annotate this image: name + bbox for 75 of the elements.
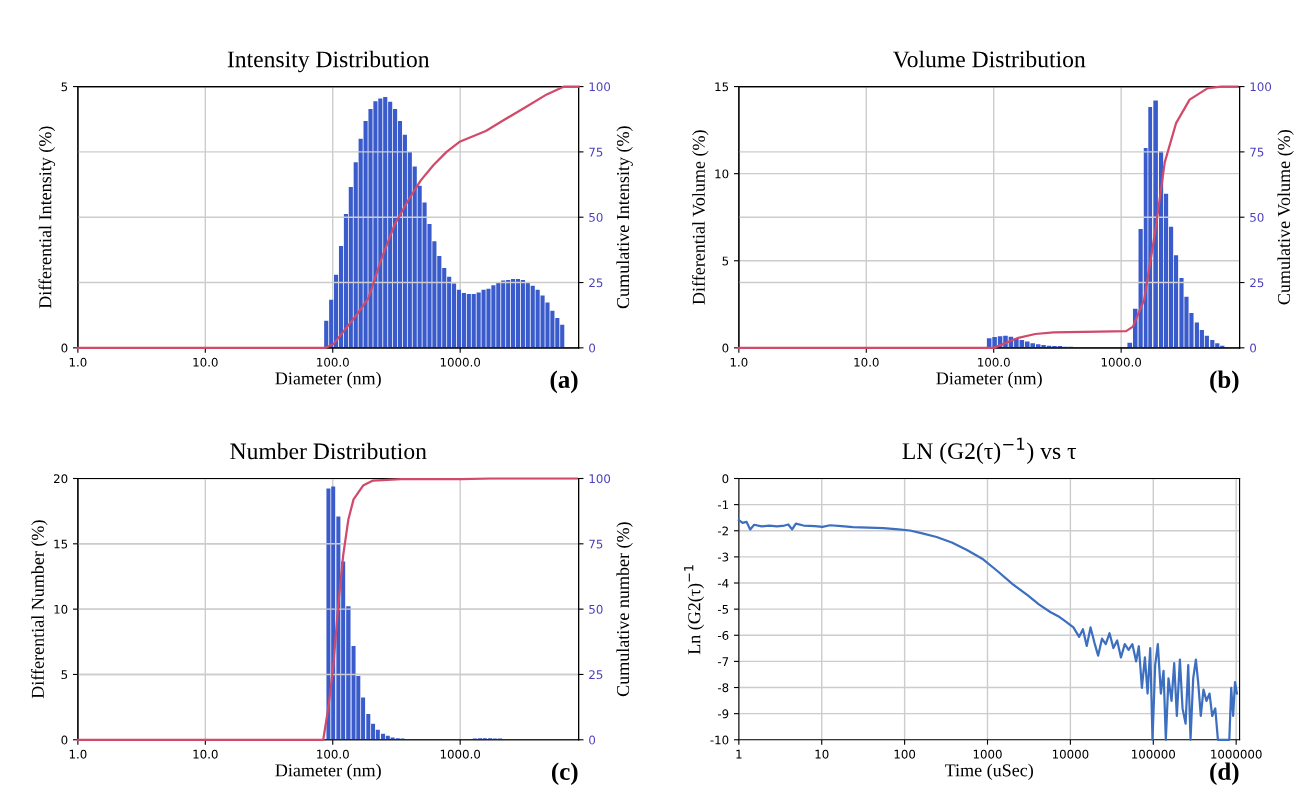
y-tick-label: -10 — [710, 735, 729, 745]
y2-tick-label: 0 — [1250, 343, 1257, 353]
y-axis-title: Differential Intensity (%) — [38, 126, 56, 309]
y-tick-label: 15 — [715, 82, 729, 92]
y2-tick-label: 50 — [589, 212, 603, 222]
y-tick-label: -8 — [717, 683, 729, 693]
y-tick-label: 5 — [61, 670, 68, 680]
x-tick-label: 10 — [815, 749, 829, 759]
y2-tick-label: 50 — [589, 604, 603, 614]
x-tick-label: 100.0 — [978, 357, 1010, 367]
y-axis-title: Differential Number (%) — [31, 520, 48, 699]
x-tick-label: 10.0 — [854, 357, 879, 367]
y-tick-label: 15 — [54, 539, 68, 549]
x-tick-label: 1000000 — [1211, 749, 1262, 759]
text: (a) — [550, 370, 578, 394]
x-tick-label: 1.0 — [69, 357, 87, 367]
x-tick-label: 1.0 — [730, 357, 748, 367]
y-axis-title: Ln (G2(τ)$^{−1}$ — [684, 565, 705, 655]
x-tick-label: 100.0 — [317, 749, 349, 759]
text: (d) — [1210, 762, 1239, 786]
y-tick-label: 10 — [715, 169, 729, 179]
chart-title: Number Distribution — [230, 442, 427, 460]
x-tick-label: 10000 — [1052, 749, 1089, 759]
y2-axis-title: Cumulative number (%) — [616, 522, 633, 697]
x-axis-title: Diameter (nm) — [936, 371, 1042, 389]
chart-title: Volume Distribution — [892, 50, 1086, 68]
x-axis-title: Diameter (nm) — [275, 371, 381, 389]
y-tick-label: -4 — [717, 578, 729, 588]
y2-axis-title: Cumulative Intensity (%) — [616, 126, 633, 309]
y-tick-label: 5 — [722, 256, 729, 266]
x-tick-label: 10.0 — [193, 357, 218, 367]
x-tick-label: 100 — [894, 749, 916, 759]
y-tick-label: -2 — [717, 526, 728, 536]
y-tick-label: -7 — [717, 657, 729, 666]
y-tick-label: -3 — [717, 552, 729, 562]
y-axis-title: Differential Volume (%) — [692, 130, 709, 305]
y2-tick-label: 0 — [589, 343, 596, 353]
x-tick-label: 1.0 — [69, 749, 87, 759]
y-tick-label: 5 — [61, 82, 68, 92]
x-tick-label: 10.0 — [193, 749, 218, 759]
y2-tick-label: 100 — [589, 82, 611, 92]
y2-tick-label: 0 — [589, 735, 596, 745]
y-tick-label: -6 — [717, 630, 729, 640]
x-tick-label: 1000.0 — [440, 749, 481, 759]
x-tick-label: 1000.0 — [1101, 357, 1142, 367]
x-tick-label: 1000 — [973, 749, 1002, 759]
y2-tick-label: 25 — [589, 278, 603, 288]
x-tick-label: 1 — [736, 749, 742, 759]
y-tick-label: 10 — [54, 604, 68, 614]
y2-tick-label: 100 — [1250, 82, 1272, 92]
x-tick-label: 100.0 — [317, 357, 349, 367]
y-tick-label: -5 — [717, 605, 729, 614]
x-axis-title: Time (uSec) — [945, 763, 1033, 781]
y-tick-label: -1 — [717, 500, 729, 510]
y-tick-label: 0 — [722, 343, 729, 353]
y2-tick-label: 75 — [589, 147, 603, 157]
y2-axis-title: Cumulative Volume (%) — [1277, 130, 1294, 305]
y2-tick-label: 25 — [589, 670, 603, 680]
text: (c) — [551, 762, 578, 786]
y-tick-label: -9 — [717, 709, 729, 719]
y2-tick-label: 25 — [1250, 278, 1264, 288]
text: (b) — [1210, 370, 1239, 394]
x-tick-label: 100000 — [1132, 749, 1176, 759]
y2-tick-label: 50 — [1250, 212, 1264, 222]
chart-title: LN (G2(τ)$^{−1}$) vs τ — [902, 437, 1077, 464]
y-tick-label: 0 — [722, 474, 729, 484]
x-tick-label: 1000.0 — [440, 357, 481, 367]
y2-tick-label: 75 — [589, 539, 603, 549]
y-tick-label: 20 — [54, 474, 68, 484]
y-tick-label: 0 — [61, 735, 68, 745]
x-axis-title: Diameter (nm) — [275, 763, 381, 781]
chart-title: Intensity Distribution — [227, 50, 430, 73]
y2-tick-label: 75 — [1250, 147, 1264, 157]
y-tick-label: 0 — [61, 343, 68, 353]
y2-tick-label: 100 — [589, 474, 611, 484]
